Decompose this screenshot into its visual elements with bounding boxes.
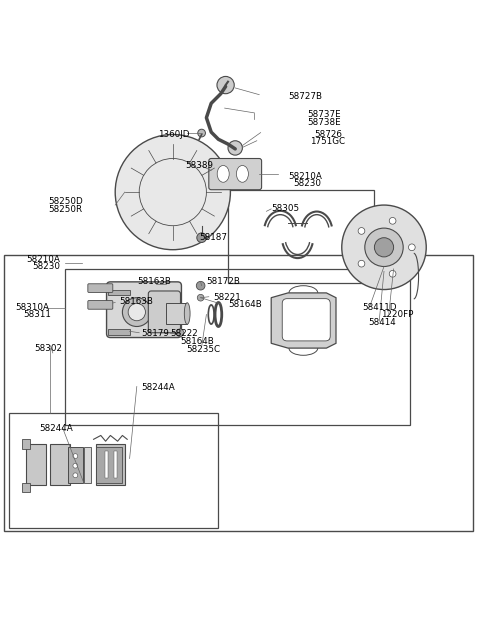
FancyBboxPatch shape xyxy=(88,284,113,292)
Text: 1751GC: 1751GC xyxy=(310,137,345,146)
Text: 1220FP: 1220FP xyxy=(381,311,413,320)
Ellipse shape xyxy=(236,165,249,182)
Circle shape xyxy=(342,205,426,289)
Circle shape xyxy=(198,129,205,137)
Text: 58727B: 58727B xyxy=(288,92,322,101)
Text: 58164B: 58164B xyxy=(228,301,262,309)
Bar xyxy=(84,447,91,482)
Circle shape xyxy=(73,464,78,468)
Text: 58310A: 58310A xyxy=(15,303,49,312)
Text: 58311: 58311 xyxy=(23,311,51,320)
Text: 58230: 58230 xyxy=(33,262,60,272)
Text: 58244A: 58244A xyxy=(142,383,175,392)
Polygon shape xyxy=(271,293,336,348)
Text: 58210A: 58210A xyxy=(26,255,60,264)
Circle shape xyxy=(389,270,396,277)
Text: 58738E: 58738E xyxy=(307,118,341,127)
Bar xyxy=(108,289,130,295)
Bar xyxy=(105,451,108,477)
Bar xyxy=(114,451,117,477)
Circle shape xyxy=(374,238,394,257)
Circle shape xyxy=(358,228,365,234)
Text: 58244A: 58244A xyxy=(39,424,73,433)
Text: 58235C: 58235C xyxy=(186,345,220,353)
Circle shape xyxy=(228,141,242,155)
Circle shape xyxy=(389,218,396,224)
Text: 58726: 58726 xyxy=(314,130,342,138)
Text: 58737E: 58737E xyxy=(307,110,341,120)
Text: 58414: 58414 xyxy=(369,318,396,327)
Circle shape xyxy=(73,454,78,459)
Circle shape xyxy=(197,233,206,243)
Text: 58389: 58389 xyxy=(185,161,213,170)
Bar xyxy=(108,329,130,335)
Text: 58164B: 58164B xyxy=(180,337,214,346)
Text: 58222: 58222 xyxy=(170,329,198,338)
Circle shape xyxy=(176,329,184,337)
Text: 58210A: 58210A xyxy=(288,172,322,181)
Bar xyxy=(26,444,46,485)
Circle shape xyxy=(358,260,365,267)
FancyBboxPatch shape xyxy=(282,299,330,341)
Circle shape xyxy=(197,294,204,301)
Bar xyxy=(22,439,30,449)
Circle shape xyxy=(73,473,78,477)
Bar xyxy=(228,190,374,283)
Bar xyxy=(22,482,30,492)
Text: 58250R: 58250R xyxy=(48,205,82,214)
Text: 58163B: 58163B xyxy=(137,277,171,286)
Text: 1360JD: 1360JD xyxy=(158,130,190,138)
Circle shape xyxy=(128,303,145,321)
Circle shape xyxy=(217,76,234,94)
FancyBboxPatch shape xyxy=(88,301,113,309)
Bar xyxy=(50,444,70,485)
Circle shape xyxy=(122,298,151,326)
Bar xyxy=(166,303,187,324)
Text: 58163B: 58163B xyxy=(119,296,153,306)
Text: 58250D: 58250D xyxy=(48,198,83,206)
Circle shape xyxy=(408,244,415,251)
Text: 58179: 58179 xyxy=(142,329,169,338)
Text: 58172B: 58172B xyxy=(206,277,240,286)
Bar xyxy=(96,447,122,482)
Bar xyxy=(96,444,125,485)
Bar xyxy=(4,255,473,530)
Text: 58221: 58221 xyxy=(214,293,241,302)
Bar xyxy=(68,447,83,482)
Bar xyxy=(65,269,410,425)
Text: 58187: 58187 xyxy=(199,233,227,242)
Circle shape xyxy=(196,281,205,290)
Circle shape xyxy=(365,228,403,267)
Circle shape xyxy=(115,135,230,250)
Bar xyxy=(9,413,218,528)
Ellipse shape xyxy=(184,303,190,325)
Text: 58305: 58305 xyxy=(271,204,300,213)
Ellipse shape xyxy=(217,165,229,182)
Text: 58302: 58302 xyxy=(35,343,62,353)
Bar xyxy=(283,300,329,340)
FancyBboxPatch shape xyxy=(209,159,262,190)
Text: 58411D: 58411D xyxy=(362,303,397,312)
Text: 58230: 58230 xyxy=(293,179,321,189)
FancyBboxPatch shape xyxy=(107,282,181,338)
FancyBboxPatch shape xyxy=(148,291,180,333)
